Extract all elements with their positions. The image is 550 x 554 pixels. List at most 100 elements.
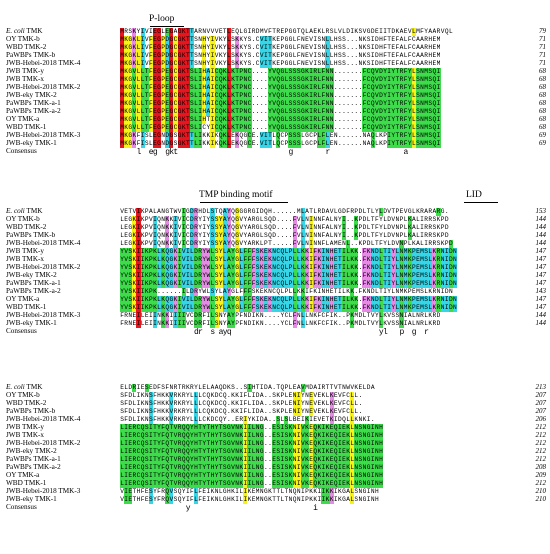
residue: N (362, 472, 367, 480)
residue: I (235, 496, 239, 503)
residue: E (165, 124, 170, 132)
residue: K (358, 240, 363, 247)
residue: S (144, 456, 149, 464)
residue: E (272, 480, 277, 488)
residue: S (288, 100, 293, 108)
residue: Q (165, 496, 170, 504)
residue: K (432, 248, 437, 256)
residue: R (313, 100, 318, 108)
residue: P (280, 408, 285, 415)
residue: K (317, 272, 322, 280)
residue: L (251, 448, 256, 456)
residue: . (350, 76, 355, 83)
residue: S (288, 108, 293, 116)
residue: D (387, 232, 392, 239)
residue: K (161, 312, 166, 320)
residue: T (222, 28, 227, 35)
residue: S (276, 416, 281, 424)
residue: K (210, 400, 215, 407)
residue: I (296, 432, 301, 440)
residue: . (161, 288, 165, 295)
residue: I (210, 124, 215, 132)
residue: L (329, 216, 334, 223)
residue: E (309, 448, 314, 456)
residue: T (185, 132, 190, 140)
residue: E (341, 464, 347, 472)
residue: L (284, 400, 289, 407)
sequence-name: JWB-eky TMK-1 (6, 495, 57, 503)
residue: Y (387, 288, 392, 295)
residue: Y (337, 216, 342, 223)
residue: . (255, 140, 260, 147)
residue: F (362, 248, 367, 256)
residue: K (152, 296, 157, 304)
residue: I (341, 264, 347, 272)
residue: K (222, 84, 227, 92)
residue: R (198, 280, 203, 288)
residue: W (346, 384, 350, 391)
residue: . (284, 240, 289, 247)
residue: S (415, 124, 420, 132)
residue: H (202, 76, 207, 84)
residue: I (309, 124, 314, 132)
residue: D (210, 416, 215, 423)
residue: E (263, 248, 268, 256)
residue: L (210, 264, 215, 272)
residue: A (346, 488, 350, 495)
residue: N (399, 320, 404, 328)
residue: L (239, 280, 244, 288)
residue: C (247, 76, 252, 84)
residue: M (419, 256, 425, 264)
residue: I (403, 312, 408, 319)
residue: I (185, 304, 190, 312)
residue: Y (189, 432, 194, 440)
residue: V (169, 400, 174, 408)
residue: T (379, 288, 383, 295)
residue: P (144, 240, 149, 247)
residue: K (354, 416, 359, 423)
residue: S (222, 440, 227, 448)
residue: F (403, 108, 408, 116)
residue: F (148, 44, 153, 52)
residue: C (136, 480, 141, 488)
residue: T (169, 448, 174, 456)
residue: . (346, 100, 350, 107)
sequence-name: JWB-Hebei-2018 TMK-4 (6, 415, 81, 423)
residue: L (239, 256, 244, 264)
residue: E (148, 384, 153, 391)
residue: C (185, 216, 190, 223)
residue: S (189, 108, 194, 116)
residue: S (292, 140, 297, 148)
residue: G (300, 108, 305, 116)
residue: K (383, 312, 387, 319)
residue: Q (177, 488, 182, 495)
residue: N (370, 304, 375, 312)
residue: T (189, 132, 194, 140)
alignment-row: JWB-Hebei-2018 TMK-3 V I E T H F E S Y F R Q V S Q Y I F L F… (0, 487, 550, 496)
residue: R (173, 392, 178, 399)
residue: M (296, 208, 301, 215)
residue: N (243, 100, 248, 108)
residue: L (140, 92, 145, 100)
residue: N (440, 248, 445, 256)
residue: Y (185, 408, 190, 415)
residue: P (239, 84, 244, 92)
residue: Y (267, 124, 273, 132)
residue: S (284, 456, 289, 464)
residue: S (428, 76, 433, 84)
residue: I (124, 472, 129, 480)
residue: V (387, 208, 392, 215)
residue: I (309, 240, 314, 248)
alignment-row: OY TMK-a L I E R C Q S I T Y F Q T V R Q Q Y H T Y T H Y T S G V N K I I… (0, 471, 550, 480)
residue: F (313, 264, 318, 272)
residue: A (222, 240, 227, 248)
residue: G (177, 52, 182, 60)
residue: L (288, 288, 293, 295)
residue: G (280, 100, 285, 108)
residue: L (124, 384, 129, 391)
residue: I (251, 392, 256, 399)
residue: K (169, 216, 174, 223)
residue: D (436, 312, 441, 319)
